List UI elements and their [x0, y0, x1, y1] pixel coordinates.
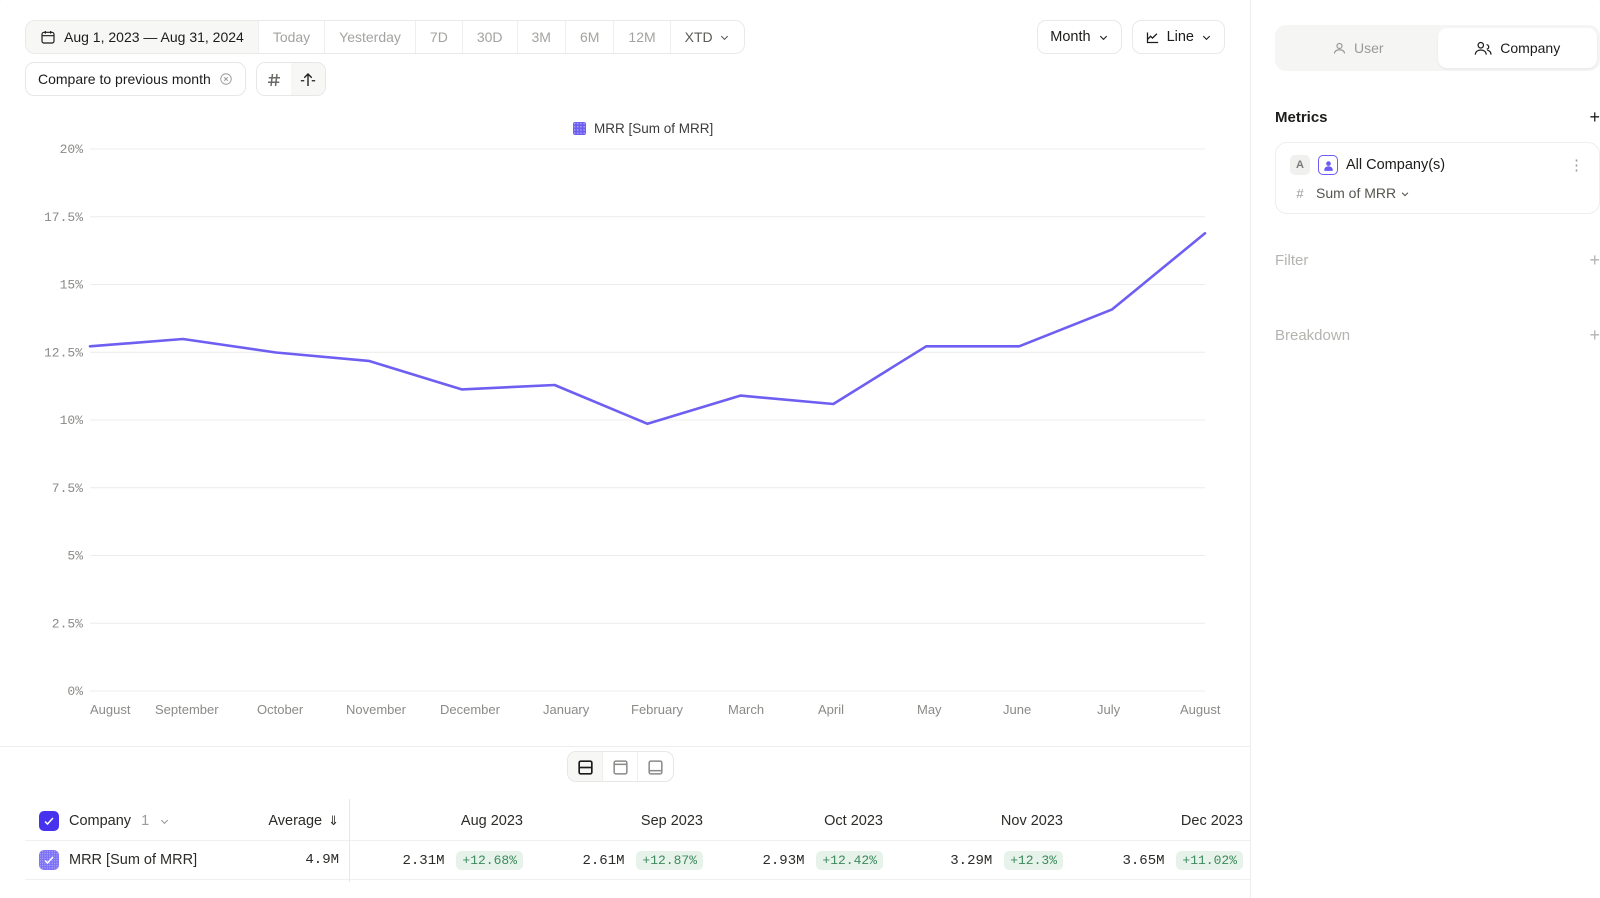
svg-text:July: July [1097, 702, 1121, 717]
svg-text:June: June [1003, 702, 1031, 717]
svg-text:17.5%: 17.5% [44, 210, 83, 225]
svg-text:0%: 0% [67, 684, 83, 699]
svg-text:7.5%: 7.5% [52, 481, 83, 496]
svg-text:October: October [257, 702, 304, 717]
svg-text:10%: 10% [60, 413, 84, 428]
svg-text:12.5%: 12.5% [44, 345, 83, 360]
svg-text:20%: 20% [60, 142, 84, 157]
svg-text:February: February [631, 702, 684, 717]
svg-text:March: March [728, 702, 764, 717]
svg-text:5%: 5% [67, 549, 83, 564]
svg-text:15%: 15% [60, 278, 84, 293]
svg-text:May: May [917, 702, 942, 717]
svg-text:2.5%: 2.5% [52, 616, 83, 631]
svg-text:April: April [818, 702, 844, 717]
svg-text:November: November [346, 702, 407, 717]
svg-text:December: December [440, 702, 501, 717]
svg-text:September: September [155, 702, 219, 717]
svg-text:August: August [90, 702, 131, 717]
svg-text:August: August [1180, 702, 1221, 717]
svg-text:January: January [543, 702, 590, 717]
